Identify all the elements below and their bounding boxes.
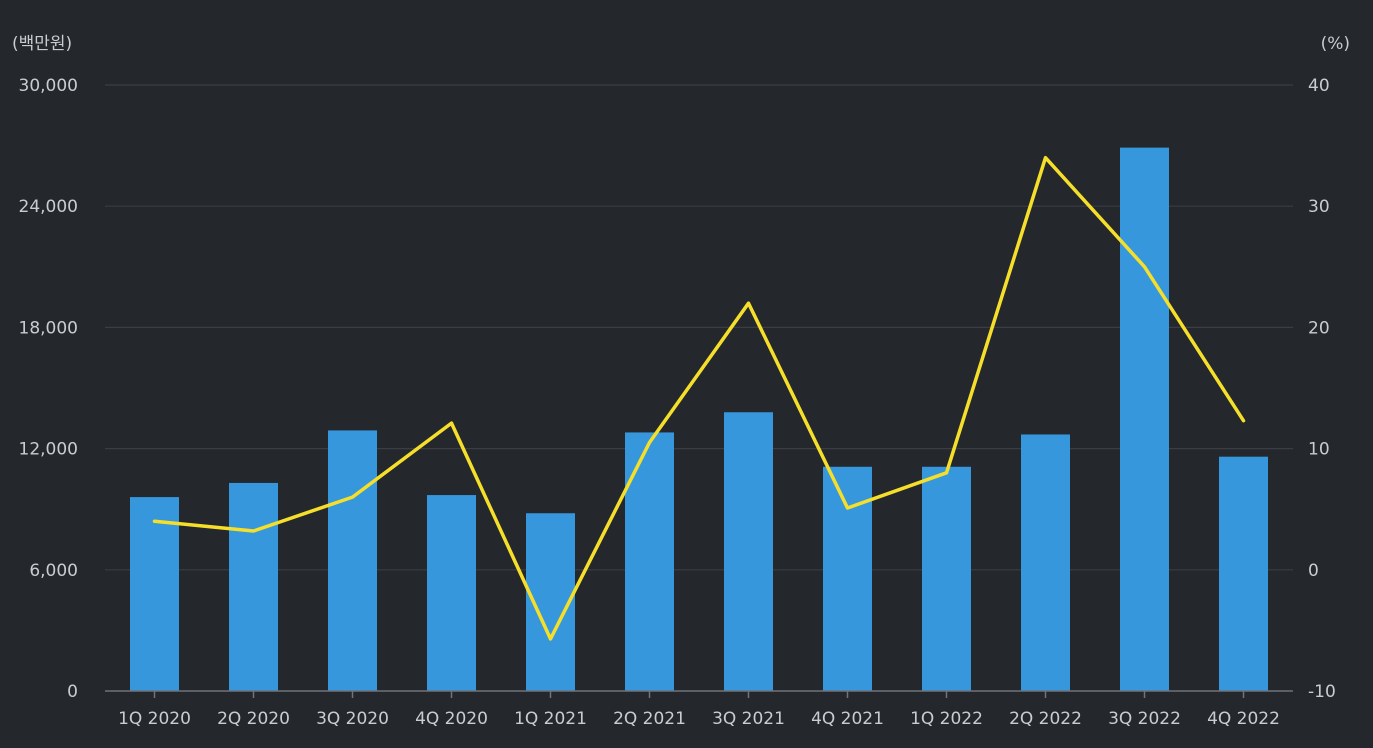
x-axis-tick-label: 3Q 2022 — [1108, 709, 1181, 729]
bar-series — [130, 147, 1268, 691]
line-series — [152, 155, 1246, 641]
left-axis-unit-label: (백만원) — [12, 34, 72, 54]
right-axis-tick-label: -10 — [1308, 682, 1336, 702]
x-axis-tick-label: 1Q 2022 — [910, 709, 983, 729]
right-axis-unit-label: (%) — [1321, 34, 1350, 54]
x-axis-tick-label: 4Q 2020 — [415, 709, 488, 729]
gridlines — [105, 84, 1293, 571]
x-axis-tick-label: 2Q 2022 — [1009, 709, 1082, 729]
line-point — [945, 471, 948, 475]
axes — [105, 690, 1293, 698]
line-point — [1143, 265, 1146, 269]
x-axis-tick-label: 3Q 2020 — [316, 709, 389, 729]
right-axis-tick-label: 0 — [1308, 561, 1319, 581]
x-axis-tick-label: 2Q 2021 — [613, 709, 686, 729]
tick-labels: 0 6,000 12,000 18,000 24,000 30,000 -10 0 10 20 30… — [19, 76, 1336, 729]
line-point — [1242, 419, 1245, 423]
bar — [130, 497, 179, 691]
right-axis-tick-label: 10 — [1308, 440, 1330, 460]
left-axis-tick-label: 24,000 — [19, 197, 78, 217]
left-axis-tick-label: 6,000 — [29, 561, 78, 581]
x-axis-tick-label: 2Q 2020 — [217, 709, 290, 729]
x-axis-tick-label: 4Q 2022 — [1207, 709, 1280, 729]
right-axis-tick-label: 40 — [1308, 76, 1330, 96]
bar — [1219, 456, 1268, 691]
bar — [229, 482, 278, 691]
left-axis-tick-label: 18,000 — [19, 318, 78, 338]
left-axis-tick-label: 0 — [67, 682, 78, 702]
x-axis-tick-label: 1Q 2020 — [118, 709, 191, 729]
line-point — [747, 301, 750, 305]
line-point — [846, 506, 849, 510]
bar — [328, 430, 377, 691]
bar — [427, 495, 476, 691]
bar — [625, 432, 674, 691]
rate-line — [152, 155, 1246, 641]
right-axis-tick-label: 20 — [1308, 318, 1330, 338]
left-axis-tick-label: 12,000 — [19, 440, 78, 460]
line-point — [1044, 156, 1047, 160]
bar — [1120, 147, 1169, 691]
bar — [1021, 434, 1070, 691]
x-axis-tick-label: 4Q 2021 — [811, 709, 884, 729]
line-point — [153, 519, 156, 523]
bar — [922, 466, 971, 691]
line-point — [351, 495, 354, 499]
right-axis-tick-label: 30 — [1308, 197, 1330, 217]
line-point — [549, 637, 552, 641]
line-point — [252, 529, 255, 533]
line-point — [648, 441, 651, 445]
x-axis-tick-label: 1Q 2021 — [514, 709, 587, 729]
bar — [724, 412, 773, 691]
x-axis-tick-label: 3Q 2021 — [712, 709, 785, 729]
left-axis-tick-label: 30,000 — [19, 76, 78, 96]
line-point — [450, 421, 453, 425]
